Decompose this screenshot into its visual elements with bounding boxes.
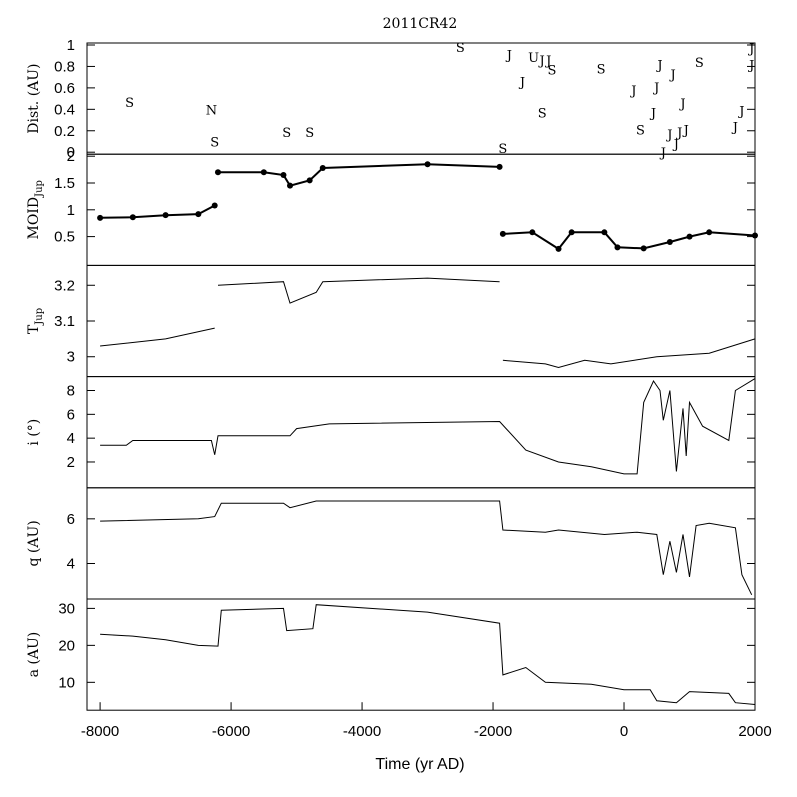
x-axis: -8000 -6000 -4000 -2000 0 2000 [81, 702, 772, 740]
encounter-marker-21: J [665, 128, 672, 143]
x-tick-label-0: -8000 [81, 723, 119, 740]
y-axis-label-text-moid: MOID [26, 197, 42, 240]
y-tick-label-dist-5: 1 [67, 37, 75, 54]
encounter-marker-23: J [672, 138, 679, 153]
y-tick-label-moid-1: 1 [67, 202, 75, 219]
y-axis-label-q: q (AU) [26, 520, 42, 566]
y-tick-label-a-1: 20 [58, 637, 75, 654]
series-line-q-0 [100, 500, 753, 596]
encounter-marker-9: U [528, 51, 539, 66]
y-axis-label-text-a: a (AU) [26, 632, 42, 678]
y-tick-label-inc-1: 4 [67, 430, 75, 447]
encounter-marker-11: J [544, 54, 551, 69]
encounter-marker-10: J [538, 54, 545, 69]
x-tick-label-5: 2000 [738, 723, 771, 740]
moid-point-2-0 [499, 230, 506, 237]
y-tick-label-tjup-1: 3.1 [54, 313, 75, 330]
y-tick-label-dist-1: 0.2 [54, 123, 75, 140]
encounter-marker-12: S [548, 64, 557, 79]
y-tick-label-moid-0: 0.5 [54, 229, 75, 246]
encounter-marker-19: J [655, 58, 662, 73]
y-tick-label-q-1: 6 [67, 511, 75, 528]
y-tick-label-tjup-2: 3.2 [54, 277, 75, 294]
series-line-inc-0 [100, 378, 756, 475]
panel-tjup: 3 3.1 3.2 TJup [26, 264, 756, 378]
y-axis-label-tjup: TJup [26, 308, 45, 334]
y-tick-label-dist-4: 0.8 [54, 58, 75, 75]
y-tick-label-dist-3: 0.6 [54, 80, 75, 97]
encounter-marker-6: S [498, 142, 507, 157]
panel-q: 4 6 q (AU) [26, 487, 756, 600]
y-axis-label-text-dist: Dist. (AU) [26, 63, 42, 133]
y-tick-label-q-0: 4 [67, 556, 75, 573]
encounter-marker-28: J [731, 120, 738, 135]
encounter-marker-31: J [747, 42, 754, 57]
x-axis-label: Time (yr AD) [375, 756, 464, 773]
y-tick-label-moid-2: 1.5 [54, 175, 75, 192]
y-axis-label-subscript-moid: Jup [34, 180, 45, 198]
chart-title: 2011CR42 [383, 16, 458, 32]
y-axis-label-text-tjup: T [26, 324, 42, 334]
encounter-marker-1: N [206, 103, 217, 118]
encounter-marker-15: J [629, 84, 636, 99]
moid-point-1-0 [214, 169, 221, 176]
series-line-tjup-2 [502, 338, 756, 369]
encounter-marker-29: J [737, 104, 744, 119]
series-line-a-0 [100, 604, 756, 705]
encounter-marker-17: J [649, 107, 656, 122]
moid-point-0-0 [97, 214, 104, 221]
y-tick-label-a-2: 30 [58, 600, 75, 617]
panel-frame-a [86, 598, 756, 711]
panel-moid: 0.5 1 1.5 2 MOIDJup [26, 148, 758, 266]
series-line-tjup-0 [100, 327, 215, 347]
encounter-marker-14: S [597, 63, 606, 78]
moid-point-2-10 [752, 232, 758, 239]
encounter-marker-26: J [682, 124, 689, 139]
encounter-marker-18: J [652, 81, 659, 96]
encounter-marker-5: S [456, 41, 465, 56]
moid-trace-2 [502, 231, 756, 251]
encounter-marker-2: S [210, 135, 219, 150]
y-tick-label-moid-3: 2 [67, 148, 75, 165]
encounter-marker-24: J [675, 126, 682, 141]
encounter-marker-7: J [505, 49, 512, 64]
encounter-marker-25: J [678, 97, 685, 112]
x-tick-label-4: 0 [620, 723, 628, 740]
encounter-marker-22: J [669, 68, 676, 83]
y-tick-label-dist-2: 0.4 [54, 101, 75, 118]
y-axis-label-moid: MOIDJup [26, 180, 45, 239]
encounter-marker-0: S [125, 96, 134, 111]
encounter-marker-30: J [747, 58, 754, 73]
y-tick-label-inc-3: 8 [67, 383, 75, 400]
encounter-marker-27: S [695, 56, 704, 71]
y-axis-label-text-q: q (AU) [26, 520, 42, 566]
y-axis-label-dist: Dist. (AU) [26, 63, 42, 133]
y-axis-label-inc: i (°) [26, 419, 42, 446]
y-tick-label-inc-2: 6 [67, 406, 75, 423]
encounter-marker-4: S [305, 126, 314, 141]
y-tick-label-dist-0: 0 [67, 144, 75, 161]
x-tick-label-2: -4000 [343, 723, 381, 740]
series-line-tjup-1 [217, 277, 500, 304]
y-tick-label-a-0: 10 [58, 674, 75, 691]
y-tick-label-tjup-0: 3 [67, 349, 75, 366]
moid-trace-1 [218, 163, 500, 187]
y-axis-label-subscript-tjup: Jup [34, 308, 45, 326]
y-axis-label-a: a (AU) [26, 632, 42, 678]
encounter-marker-8: J [518, 75, 525, 90]
panel-a: 10 20 30 a (AU) [26, 598, 756, 711]
x-tick-label-3: -2000 [474, 723, 512, 740]
y-tick-label-inc-0: 2 [67, 454, 75, 471]
encounter-marker-3: S [282, 126, 291, 141]
encounter-marker-13: S [538, 107, 547, 122]
y-axis-label-text-inc: i (°) [26, 419, 42, 446]
x-tick-label-1: -6000 [212, 723, 250, 740]
encounter-marker-16: S [636, 124, 645, 139]
moid-trace-0 [100, 204, 216, 219]
